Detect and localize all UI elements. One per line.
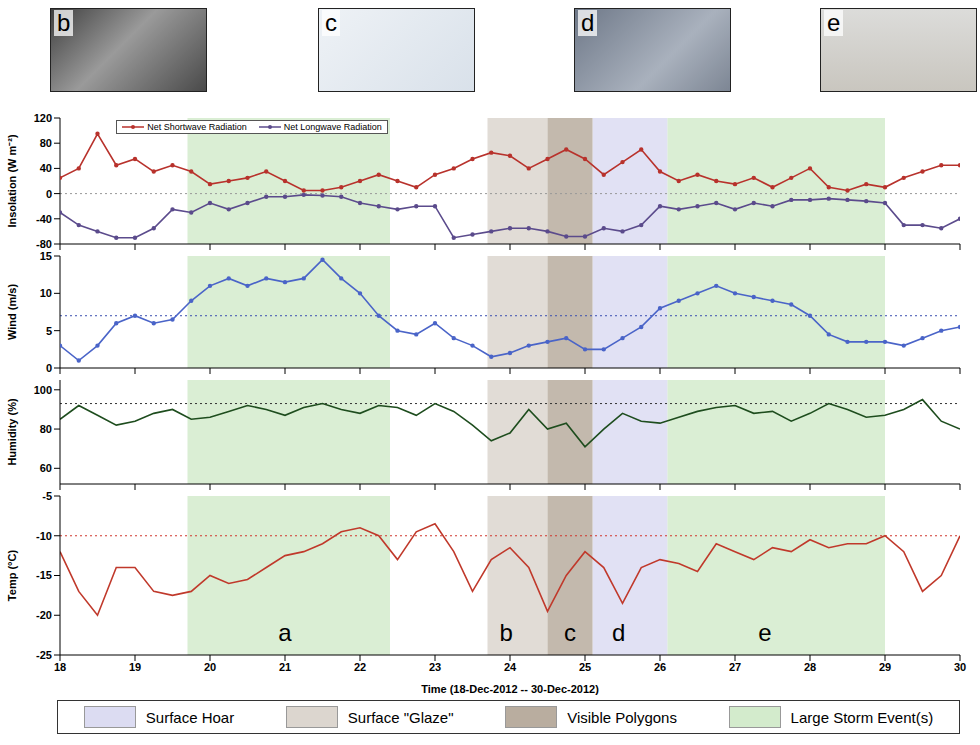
html-text:Net Shortwave Radiation: Net Shortwave Radiation <box>147 122 247 132</box>
svg-text:b: b <box>500 619 513 646</box>
svg-text:e: e <box>758 619 771 646</box>
svg-text:d: d <box>612 619 625 646</box>
svg-text:0: 0 <box>46 188 52 200</box>
html-text:d: d <box>581 9 595 36</box>
svg-text:100: 100 <box>34 384 52 396</box>
svg-text:21: 21 <box>279 661 291 673</box>
svg-text:5: 5 <box>46 325 52 337</box>
svg-text:25: 25 <box>579 661 591 673</box>
svg-text:22: 22 <box>354 661 366 673</box>
html-text:Surface "Glaze": Surface "Glaze" <box>347 708 454 726</box>
svg-text:80: 80 <box>40 137 52 149</box>
svg-text:30: 30 <box>954 661 966 673</box>
svg-text:29: 29 <box>879 661 891 673</box>
svg-text:20: 20 <box>204 661 216 673</box>
svg-text:26: 26 <box>654 661 666 673</box>
svg-text:15: 15 <box>40 250 52 262</box>
html-text:Visible Polygons: Visible Polygons <box>567 708 677 726</box>
svg-text:a: a <box>278 619 292 646</box>
svg-text:120: 120 <box>34 112 52 124</box>
svg-text:Humidity (%): Humidity (%) <box>6 398 18 466</box>
html-text:Net Longwave Radiation: Net Longwave Radiation <box>283 122 382 132</box>
svg-text:24: 24 <box>504 661 517 673</box>
svg-text:27: 27 <box>729 661 741 673</box>
svg-text:Temp (°C): Temp (°C) <box>6 550 18 602</box>
html-text:c: c <box>325 9 337 36</box>
svg-text:23: 23 <box>429 661 441 673</box>
svg-text:18: 18 <box>54 661 66 673</box>
svg-text:60: 60 <box>40 462 52 474</box>
svg-text:40: 40 <box>40 162 52 174</box>
svg-text:0: 0 <box>46 362 52 374</box>
svg-text:-15: -15 <box>36 569 52 581</box>
html-text:e: e <box>827 9 841 36</box>
svg-text:80: 80 <box>40 423 52 435</box>
svg-text:Insolation (W m⁻²): Insolation (W m⁻²) <box>6 134 18 228</box>
svg-text:19: 19 <box>129 661 141 673</box>
svg-text:10: 10 <box>40 287 52 299</box>
svg-text:c: c <box>564 619 576 646</box>
svg-text:-80: -80 <box>36 238 52 250</box>
svg-text:-5: -5 <box>42 490 52 502</box>
html-text:Large Storm Event(s): Large Storm Event(s) <box>790 708 934 726</box>
svg-text:Wind (m/s): Wind (m/s) <box>6 284 18 340</box>
html-text:Surface Hoar: Surface Hoar <box>145 708 235 726</box>
html-text:b: b <box>57 9 71 36</box>
svg-text:Time (18-Dec-2012 -- 30-Dec-20: Time (18-Dec-2012 -- 30-Dec-2012) <box>421 683 599 695</box>
svg-text:-10: -10 <box>36 530 52 542</box>
svg-text:-40: -40 <box>36 213 52 225</box>
svg-text:-25: -25 <box>36 649 52 661</box>
svg-text:28: 28 <box>804 661 816 673</box>
svg-text:-20: -20 <box>36 609 52 621</box>
